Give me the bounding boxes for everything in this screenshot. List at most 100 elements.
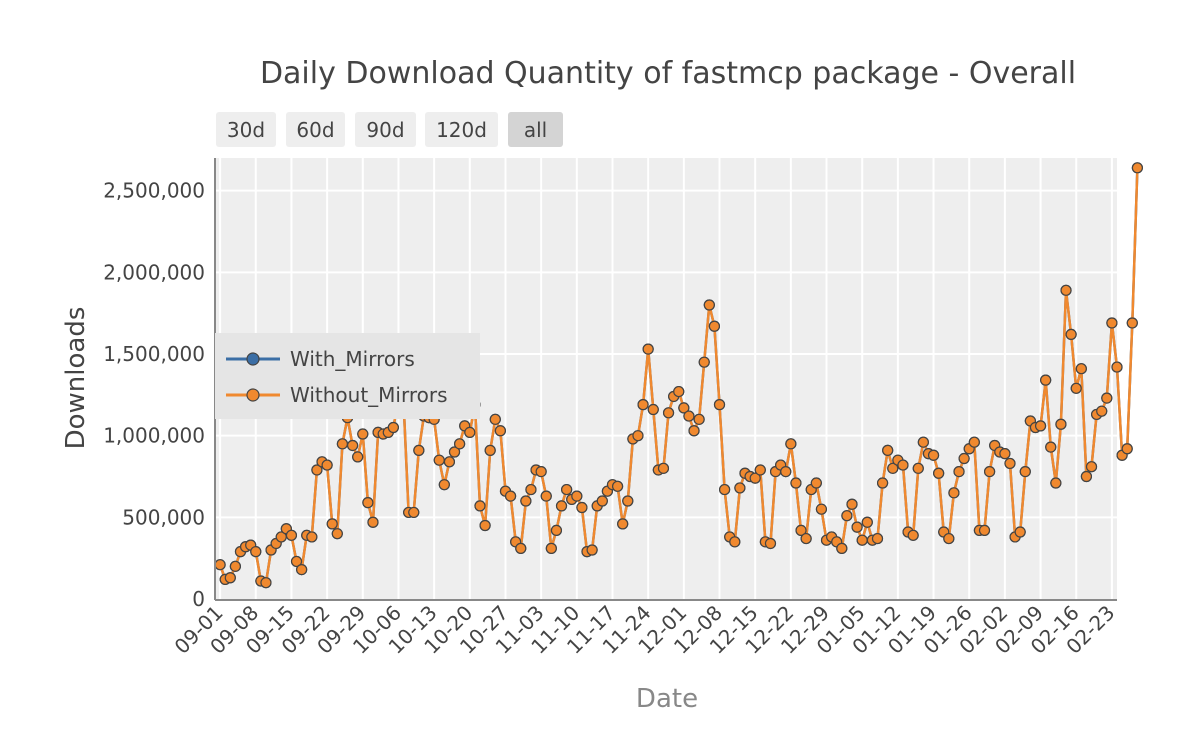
- data-point[interactable]: [454, 438, 466, 450]
- data-point[interactable]: [525, 483, 537, 496]
- data-point[interactable]: [622, 495, 634, 507]
- data-point[interactable]: [438, 479, 450, 491]
- data-point[interactable]: [1019, 466, 1031, 478]
- data-point[interactable]: [719, 483, 731, 496]
- data-point[interactable]: [800, 532, 812, 545]
- data-point[interactable]: [1004, 457, 1016, 470]
- data-point[interactable]: [764, 537, 777, 550]
- data-point[interactable]: [1096, 405, 1108, 417]
- data-point[interactable]: [285, 529, 298, 541]
- data-point[interactable]: [1131, 162, 1143, 174]
- data-point[interactable]: [871, 532, 884, 545]
- data-point[interactable]: [224, 572, 236, 584]
- data-point[interactable]: [1014, 526, 1026, 538]
- data-point[interactable]: [479, 519, 491, 532]
- data-point[interactable]: [357, 428, 369, 440]
- data-point[interactable]: [703, 299, 715, 311]
- data-point[interactable]: [550, 524, 563, 537]
- data-point[interactable]: [749, 472, 761, 484]
- data-point[interactable]: [943, 532, 955, 545]
- data-point[interactable]: [948, 487, 960, 499]
- data-point[interactable]: [887, 462, 899, 474]
- data-point[interactable]: [1121, 443, 1133, 455]
- data-point[interactable]: [260, 577, 272, 589]
- data-point[interactable]: [856, 534, 868, 546]
- data-point[interactable]: [306, 531, 318, 543]
- data-point[interactable]: [708, 320, 721, 332]
- data-point[interactable]: [387, 421, 399, 434]
- range-button-60d[interactable]: 60d: [286, 112, 345, 147]
- data-point[interactable]: [841, 510, 853, 522]
- range-button-90d[interactable]: 90d: [355, 112, 416, 147]
- data-point[interactable]: [1060, 284, 1072, 296]
- data-point[interactable]: [632, 430, 644, 442]
- data-point[interactable]: [999, 448, 1011, 460]
- data-point[interactable]: [413, 444, 425, 456]
- data-point[interactable]: [953, 466, 965, 478]
- data-point[interactable]: [352, 451, 364, 463]
- data-point[interactable]: [851, 521, 863, 533]
- data-point[interactable]: [250, 546, 262, 558]
- data-point[interactable]: [571, 490, 583, 502]
- data-point[interactable]: [474, 500, 486, 512]
- range-button-30d[interactable]: 30d: [216, 112, 276, 147]
- data-point[interactable]: [678, 402, 690, 414]
- data-point[interactable]: [795, 524, 807, 537]
- data-point[interactable]: [596, 495, 608, 507]
- data-point[interactable]: [836, 542, 848, 554]
- data-point[interactable]: [290, 555, 303, 568]
- data-point[interactable]: [882, 444, 894, 456]
- data-point[interactable]: [1075, 363, 1087, 375]
- legend-item-Without_Mirrors[interactable]: Without_Mirrors: [226, 383, 448, 407]
- data-point[interactable]: [535, 466, 547, 478]
- data-point[interactable]: [1111, 361, 1123, 373]
- data-point[interactable]: [433, 454, 445, 466]
- data-point[interactable]: [321, 459, 333, 471]
- data-point[interactable]: [296, 563, 308, 576]
- data-point[interactable]: [1065, 328, 1077, 340]
- legend-item-With_Mirrors[interactable]: With_Mirrors: [226, 347, 415, 371]
- data-point[interactable]: [540, 490, 552, 502]
- data-point[interactable]: [688, 425, 700, 437]
- data-point[interactable]: [484, 444, 496, 456]
- data-point[interactable]: [311, 464, 323, 476]
- data-point[interactable]: [917, 436, 929, 448]
- data-point[interactable]: [912, 462, 924, 474]
- data-point[interactable]: [336, 438, 349, 450]
- data-point[interactable]: [555, 500, 568, 512]
- data-point[interactable]: [515, 542, 527, 554]
- data-point[interactable]: [1070, 382, 1082, 394]
- data-point[interactable]: [815, 503, 828, 515]
- data-point[interactable]: [408, 506, 420, 519]
- data-point[interactable]: [968, 436, 980, 448]
- data-point[interactable]: [657, 462, 670, 474]
- data-point[interactable]: [1106, 317, 1118, 329]
- data-point[interactable]: [1050, 477, 1062, 489]
- data-point[interactable]: [907, 529, 919, 541]
- data-point[interactable]: [734, 482, 746, 494]
- data-point[interactable]: [1040, 374, 1052, 386]
- data-point[interactable]: [561, 483, 573, 496]
- data-point[interactable]: [494, 425, 506, 437]
- data-point[interactable]: [754, 464, 766, 476]
- data-point[interactable]: [876, 477, 889, 489]
- data-point[interactable]: [933, 467, 945, 479]
- data-point[interactable]: [983, 466, 996, 478]
- data-point[interactable]: [729, 536, 741, 548]
- data-point[interactable]: [617, 518, 629, 530]
- data-point[interactable]: [897, 459, 909, 471]
- data-point[interactable]: [576, 501, 588, 514]
- data-point[interactable]: [1126, 317, 1138, 329]
- data-point[interactable]: [331, 528, 343, 540]
- data-point[interactable]: [810, 477, 822, 489]
- data-point[interactable]: [1034, 420, 1047, 432]
- data-point[interactable]: [637, 399, 649, 411]
- data-point[interactable]: [1101, 392, 1113, 404]
- data-point[interactable]: [958, 452, 970, 465]
- data-point[interactable]: [927, 449, 940, 461]
- data-point[interactable]: [785, 438, 797, 450]
- data-point[interactable]: [443, 456, 456, 468]
- data-point[interactable]: [586, 544, 598, 556]
- data-point[interactable]: [642, 343, 654, 355]
- data-point[interactable]: [611, 480, 624, 492]
